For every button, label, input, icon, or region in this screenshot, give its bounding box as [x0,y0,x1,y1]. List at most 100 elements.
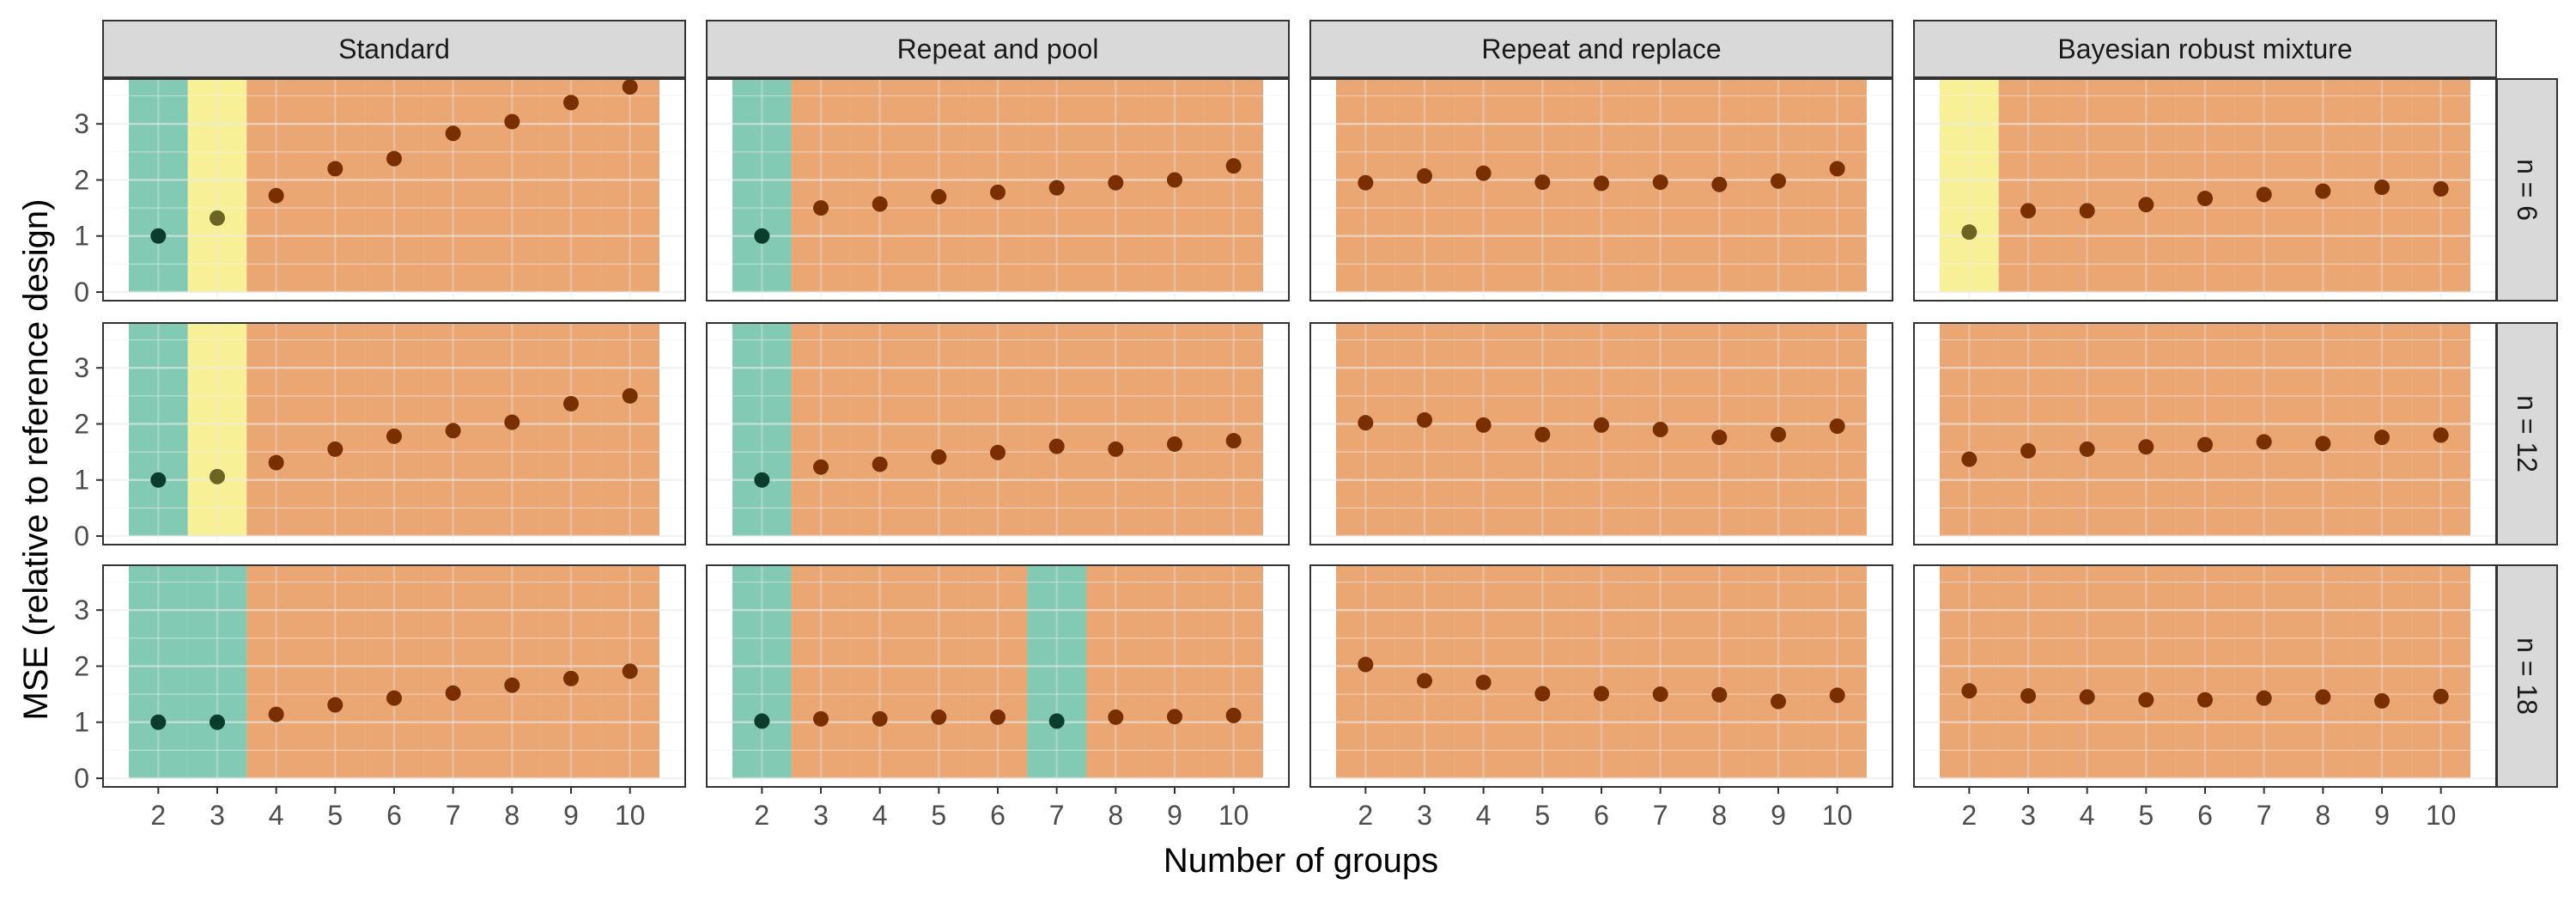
data-point [1048,180,1065,196]
category-band [1631,565,1690,778]
data-point [268,706,284,722]
data-point [268,187,284,204]
category-band [2293,323,2353,536]
data-point [931,189,947,205]
y-tick-label: 0 [74,277,89,308]
y-tick-label: 0 [74,763,89,794]
data-point [327,161,343,177]
facet-strip-column [1913,20,2497,78]
category-band [1748,565,1808,778]
data-point [1771,426,1786,442]
x-tick-label: 2 [1358,800,1373,831]
category-band [1145,565,1205,778]
x-tick-label: 7 [2257,800,2272,831]
facet-panel [706,322,1290,545]
category-band [306,79,365,292]
data-point [1594,417,1609,433]
data-point [1225,433,1242,449]
data-point [1961,683,1978,699]
category-band [2117,565,2176,778]
data-point [1225,158,1242,174]
data-point [210,210,225,226]
category-band [2352,565,2412,778]
category-band [1807,79,1867,292]
category-band [1998,565,2058,778]
panel-border [102,78,686,302]
data-point [445,685,461,701]
x-tick-label: 3 [813,800,829,831]
x-tick-label: 5 [1534,800,1550,831]
data-point [1048,438,1065,454]
category-band [1145,323,1205,536]
y-tick-label: 3 [74,108,89,139]
x-tick-label: 4 [269,800,284,831]
facet-column-label: Repeat and replace [1481,34,1721,64]
data-point [2433,688,2449,704]
panel-border [1309,78,1893,302]
category-band [306,565,365,778]
facet-strip-row [2496,78,2558,302]
category-band [187,323,247,536]
y-tick-label: 1 [74,465,89,496]
category-band [2293,565,2353,778]
y-tick-label: 3 [74,594,89,625]
category-band [1394,79,1455,292]
x-tick-label: 10 [1822,800,1853,831]
data-point [1358,656,1374,673]
y-axis-title: MSE (relative to reference design) [17,199,55,721]
data-point [1652,174,1668,191]
facet-row-label: n = 6 [2512,159,2543,221]
category-band [1204,565,1263,778]
category-band [2117,323,2176,536]
data-point [563,670,579,686]
category-band [968,565,1028,778]
x-tick-label: 9 [2374,800,2390,831]
facet-panel [1913,78,2497,302]
data-point [1829,418,1845,435]
data-point [563,395,579,411]
facet-panel [706,78,1290,302]
facet-column-label: Standard [338,34,450,64]
y-tick-label: 2 [74,650,89,681]
category-band [1394,565,1455,778]
data-point [622,663,638,680]
facet-panel [706,564,1290,788]
category-band [129,323,188,536]
data-point [2197,436,2213,453]
category-band [364,565,424,778]
category-band [1086,323,1145,536]
category-band [600,79,659,292]
x-tick-label: 3 [2020,800,2036,831]
data-point [150,228,167,244]
category-band [1571,565,1631,778]
x-tick-label: 2 [754,800,769,831]
category-band [2117,79,2176,292]
category-band [909,79,969,292]
data-point [2315,436,2331,452]
category-band [2057,323,2117,536]
x-tick-label: 10 [1218,800,1249,831]
data-point [754,713,770,729]
x-tick-label: 5 [2138,800,2154,831]
facet-panel [1913,564,2497,788]
data-point [2256,690,2272,706]
category-band [600,323,659,536]
data-point [2315,689,2331,705]
y-tick-label: 1 [74,707,89,738]
facet-row-label: n = 12 [2512,395,2543,472]
facet-panel [1309,78,1893,302]
category-band [2234,323,2293,536]
data-point [754,472,770,488]
category-band [909,565,969,778]
data-point [1108,709,1124,725]
data-point [2197,692,2213,708]
category-band [1027,323,1086,536]
panel-border [1309,322,1893,545]
category-band [2352,323,2412,536]
data-point [1417,168,1432,184]
x-tick-label: 7 [1653,800,1668,831]
data-point [1108,441,1124,457]
data-point [445,423,461,439]
category-band [791,565,851,778]
